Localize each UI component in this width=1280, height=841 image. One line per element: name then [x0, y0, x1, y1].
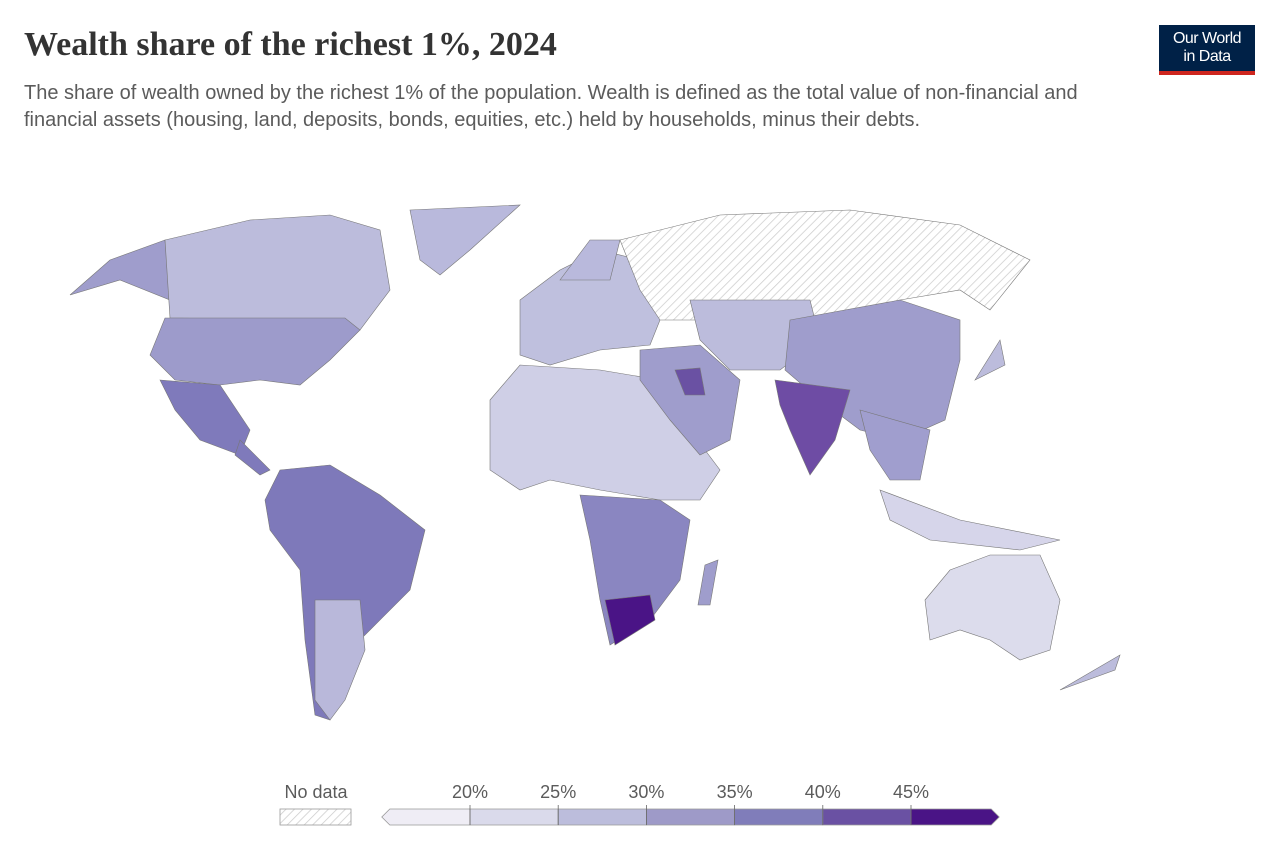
country[interactable] [604, 594, 656, 646]
country[interactable] [639, 344, 741, 456]
no-data-swatch [279, 808, 352, 826]
country[interactable] [974, 339, 1006, 381]
country[interactable] [409, 204, 521, 276]
legend-tick-label: 40% [805, 782, 841, 802]
no-data-label: No data [284, 782, 348, 802]
legend-bin [381, 808, 471, 826]
legend-bin [734, 808, 824, 826]
legend-tick-label: 45% [893, 782, 929, 802]
logo-line: Our World [1172, 30, 1242, 47]
country[interactable] [697, 559, 719, 606]
country[interactable] [859, 409, 931, 481]
country[interactable] [774, 379, 851, 476]
country[interactable] [314, 599, 366, 721]
legend-tick-label: 20% [452, 782, 488, 802]
legend-tick-label: 25% [540, 782, 576, 802]
country[interactable] [69, 239, 171, 301]
legend-tick-label: 35% [717, 782, 753, 802]
country[interactable] [674, 367, 706, 396]
legend-bin [646, 808, 735, 826]
legend-bin [557, 808, 647, 826]
country[interactable] [1059, 654, 1121, 691]
legend-tick-label: 30% [628, 782, 664, 802]
country[interactable] [879, 489, 1061, 551]
legend: No data 20% 25% 30% 35% 40% 45% [279, 782, 1000, 826]
logo[interactable]: Our World in Data [1159, 25, 1255, 75]
country[interactable] [159, 379, 251, 456]
legend-bin [910, 808, 1000, 826]
country[interactable] [619, 209, 1031, 321]
country[interactable] [234, 439, 271, 476]
subtitle: The share of wealth owned by the richest… [24, 82, 1078, 131]
title: Wealth share of the richest 1%, 2024 [24, 26, 557, 63]
legend-bin [822, 808, 912, 826]
country[interactable] [164, 214, 391, 331]
country[interactable] [149, 317, 361, 386]
country[interactable] [559, 239, 621, 281]
legend-bin [469, 808, 559, 826]
countries [69, 204, 1121, 721]
country[interactable] [924, 554, 1061, 661]
logo-line: in Data [1183, 48, 1231, 65]
